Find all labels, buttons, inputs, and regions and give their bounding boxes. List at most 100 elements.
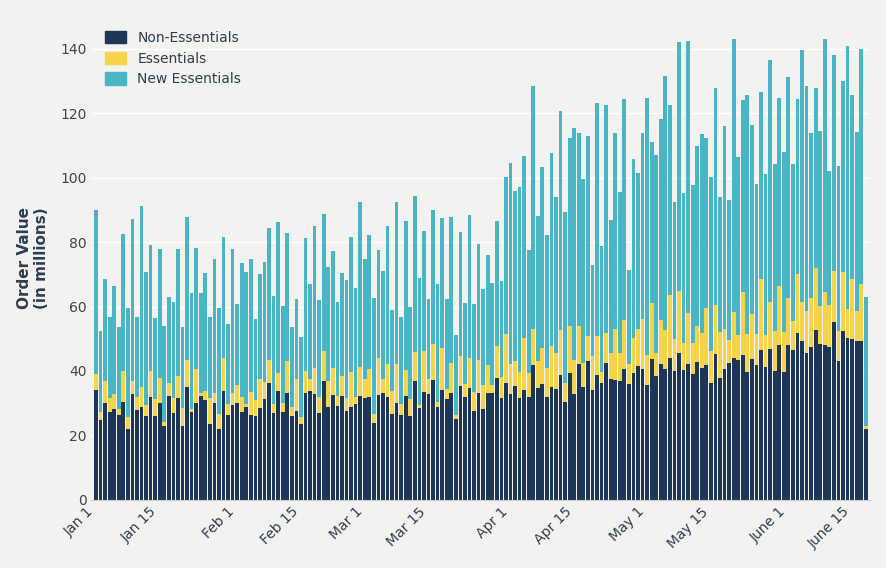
Bar [526,397,530,500]
Bar [454,335,457,415]
Bar [135,410,139,500]
Bar [299,417,302,424]
Bar [613,329,617,380]
Bar [239,263,244,398]
Bar [767,349,771,500]
Bar [631,159,634,338]
Bar [126,429,129,500]
Bar [235,304,238,385]
Bar [590,265,594,356]
Bar [799,341,803,500]
Bar [439,219,444,348]
Bar [258,379,261,408]
Bar [695,146,698,325]
Bar [804,86,807,311]
Bar [549,346,553,387]
Bar [144,272,148,405]
Bar [686,364,689,500]
Bar [94,390,97,500]
Bar [535,361,539,388]
Bar [181,327,184,408]
Bar [190,294,193,408]
Bar [667,358,671,500]
Bar [285,392,289,500]
Bar [330,369,334,395]
Bar [226,324,229,404]
Bar [540,384,544,500]
Bar [812,268,817,329]
Bar [718,332,721,378]
Bar [245,273,248,404]
Bar [499,281,502,377]
Bar [722,369,726,500]
Bar [162,326,166,423]
Bar [544,367,548,398]
Bar [481,289,485,385]
Bar [517,372,521,399]
Bar [330,395,334,500]
Bar [490,393,494,500]
Bar [98,331,102,412]
Bar [117,415,120,500]
Bar [581,364,585,387]
Bar [818,131,821,306]
Bar [153,399,157,416]
Bar [94,374,97,390]
Bar [149,245,152,371]
Bar [686,41,689,313]
Bar [844,46,849,309]
Bar [426,394,430,500]
Bar [422,392,425,500]
Bar [672,202,675,339]
Bar [795,99,798,274]
Bar [376,358,380,395]
Bar [431,381,434,500]
Bar [790,350,794,500]
Bar [258,274,261,379]
Bar [194,403,198,500]
Bar [744,95,749,333]
Bar [313,226,316,368]
Bar [126,417,129,429]
Bar [772,371,775,500]
Bar [654,353,657,376]
Bar [362,379,366,398]
Bar [354,404,357,500]
Bar [840,81,844,272]
Bar [399,415,402,500]
Bar [827,347,830,500]
Bar [245,407,248,500]
Bar [658,119,662,320]
Bar [458,232,462,357]
Bar [772,331,775,371]
Bar [449,364,453,394]
Bar [731,312,734,358]
Bar [117,410,120,415]
Bar [595,103,598,336]
Bar [139,206,144,387]
Bar [663,76,666,329]
Bar [390,391,393,414]
Bar [808,133,812,298]
Bar [708,177,712,350]
Bar [394,364,398,403]
Bar [494,221,498,346]
Bar [422,231,425,351]
Bar [663,329,666,369]
Bar [481,385,485,408]
Bar [203,273,207,391]
Bar [153,416,157,500]
Bar [262,382,266,399]
Bar [153,318,157,399]
Bar [644,355,649,385]
Bar [690,185,694,343]
Bar [126,308,129,417]
Bar [167,383,170,396]
Bar [735,335,739,360]
Bar [367,235,370,369]
Bar [385,226,389,364]
Bar [686,313,689,364]
Bar [121,402,125,500]
Bar [863,426,867,429]
Bar [249,260,253,391]
